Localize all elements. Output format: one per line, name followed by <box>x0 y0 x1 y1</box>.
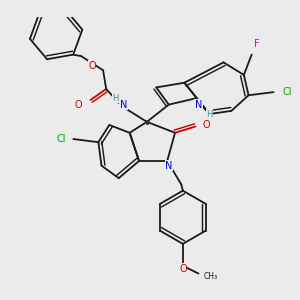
Text: O: O <box>202 120 210 130</box>
Text: Cl: Cl <box>56 134 66 144</box>
Text: Cl: Cl <box>283 87 292 97</box>
Text: F: F <box>254 39 259 49</box>
Text: O: O <box>74 100 82 110</box>
Text: N: N <box>165 160 172 171</box>
Text: N: N <box>195 100 202 110</box>
Text: H: H <box>206 110 213 118</box>
Text: O: O <box>88 61 96 70</box>
Text: O: O <box>179 264 187 274</box>
Text: CH₃: CH₃ <box>204 272 218 281</box>
Text: H: H <box>112 94 119 103</box>
Text: N: N <box>120 100 127 110</box>
